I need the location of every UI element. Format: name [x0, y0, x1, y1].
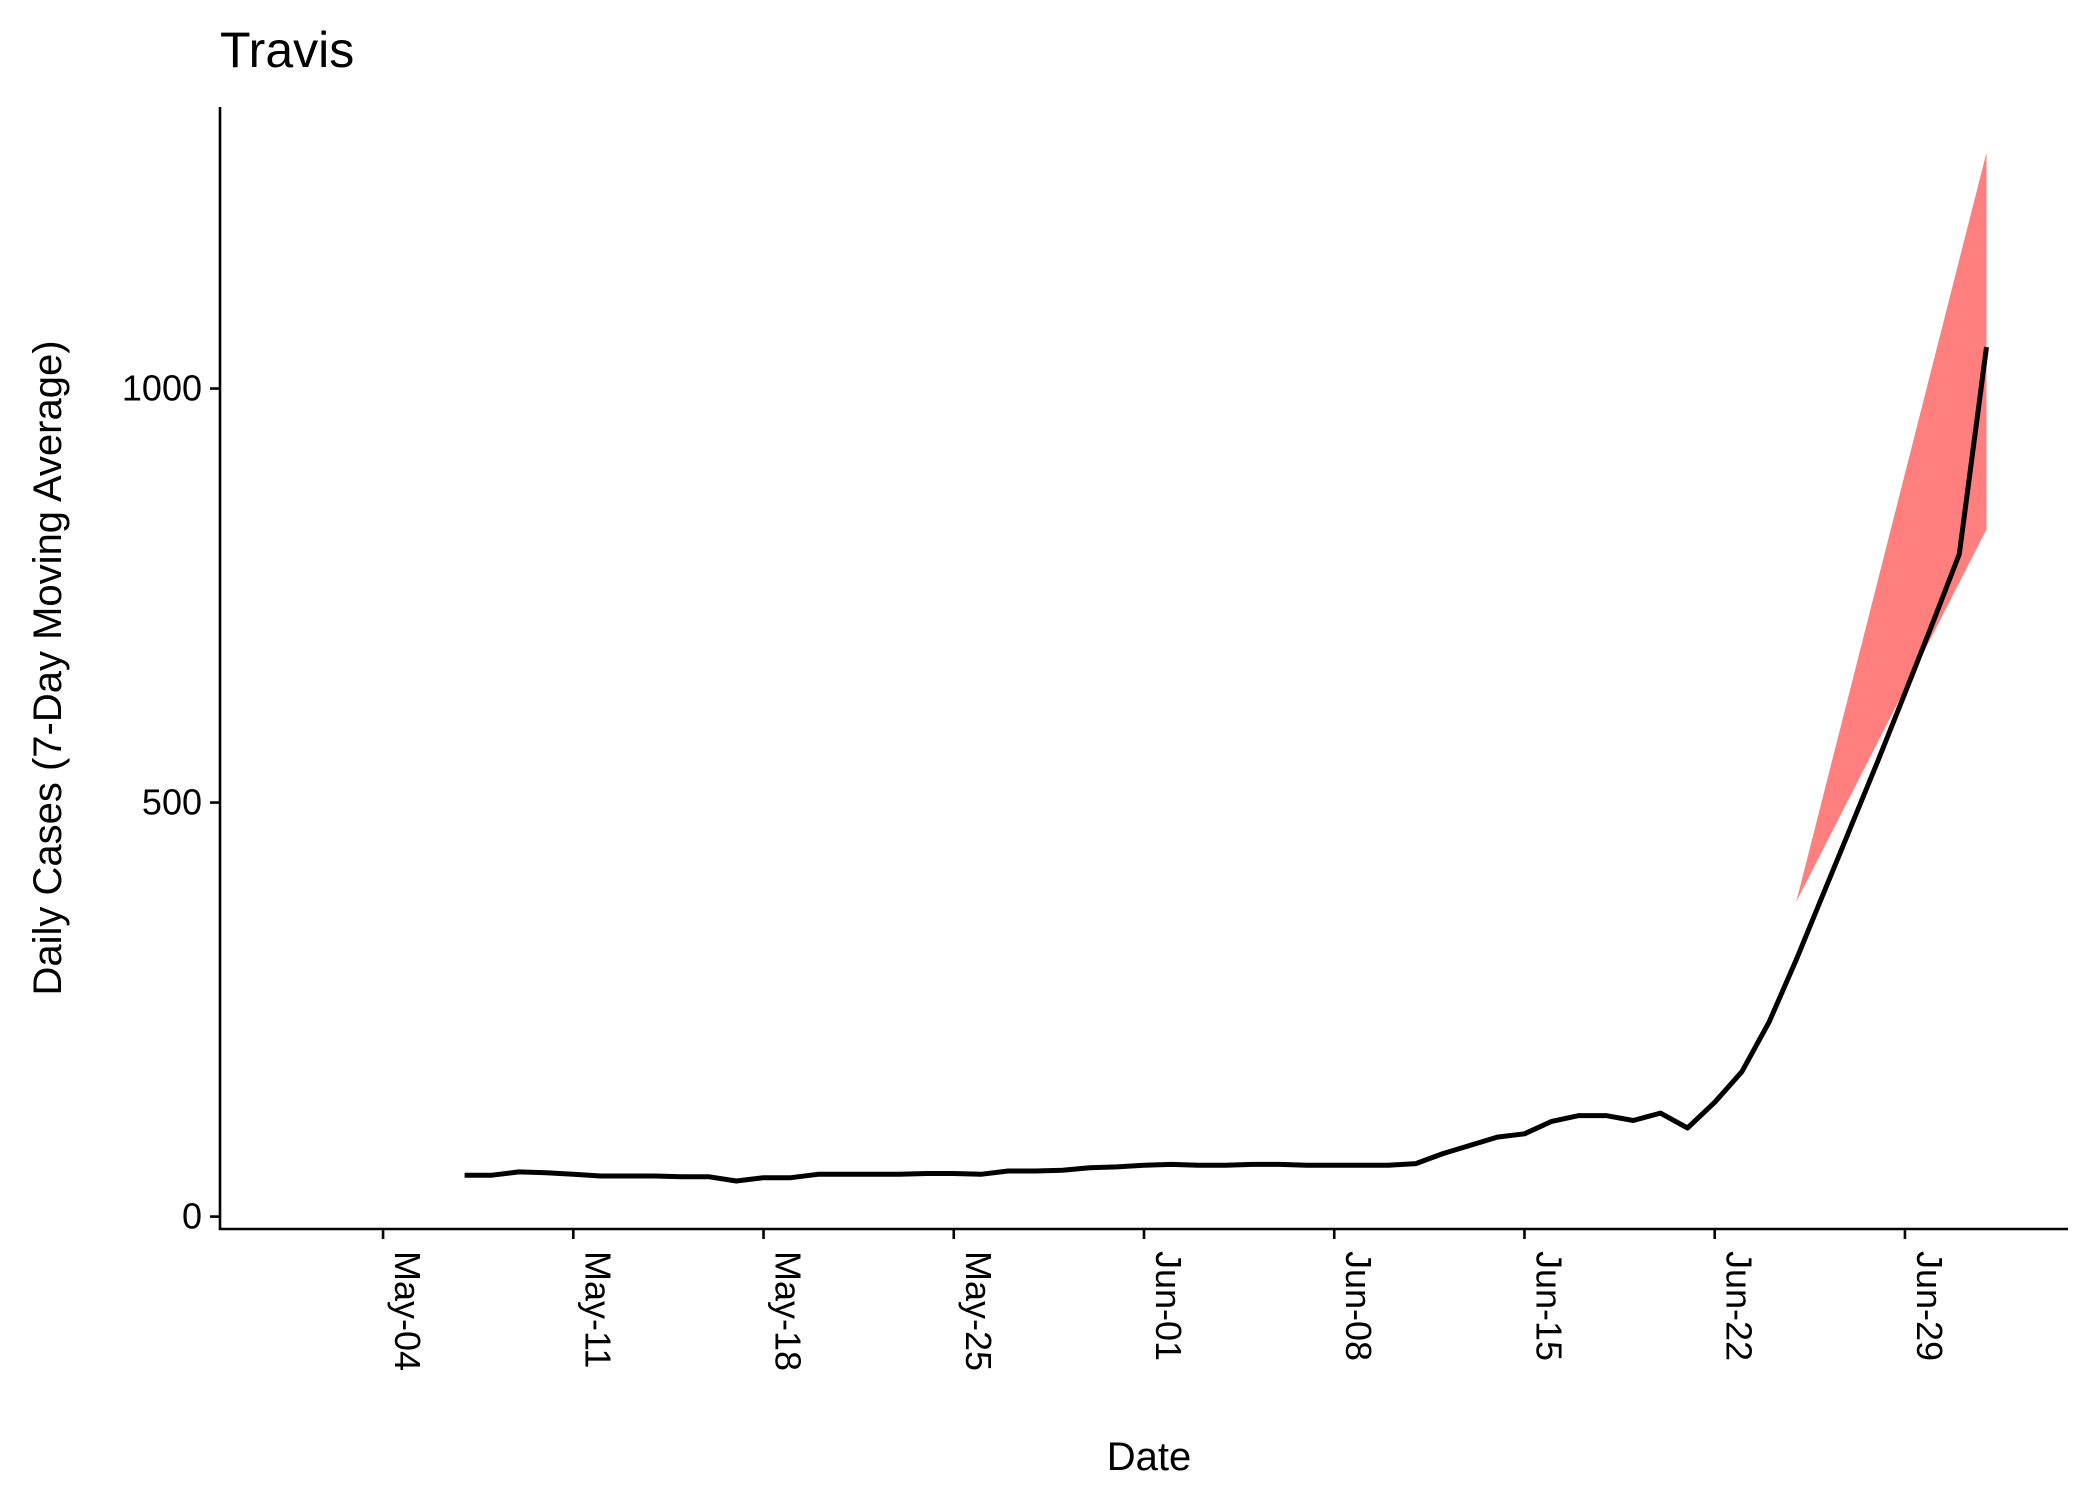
- plot-area: [464, 152, 1989, 1184]
- y-tick-label: 500: [142, 782, 202, 823]
- forecast-band: [1796, 152, 1987, 902]
- x-tick-label: May-25: [958, 1251, 999, 1371]
- series-line-layer: [464, 346, 1989, 1184]
- x-tick-label: Jun-15: [1529, 1251, 1570, 1361]
- y-tick-label: 0: [182, 1196, 202, 1237]
- x-tick-label: Jun-08: [1338, 1251, 1379, 1361]
- x-tick-label: Jun-22: [1719, 1251, 1760, 1361]
- x-tick-label: May-11: [577, 1251, 618, 1368]
- x-tick-label: May-18: [768, 1251, 809, 1371]
- x-tick-label: Jun-29: [1909, 1251, 1950, 1361]
- x-tick-label: Jun-01: [1148, 1251, 1189, 1361]
- series-line: [464, 346, 1989, 1184]
- chart-title: Travis: [220, 22, 354, 78]
- y-axis-ticks: 0 500 1000: [122, 368, 220, 1237]
- x-axis-ticks: May-04 May-11 May-18 May-25 Jun-01 Jun-08 Jun-…: [381, 1229, 1950, 1371]
- y-axis-title: Daily Cases (7-Day Moving Average): [26, 340, 70, 995]
- x-axis-title: Date: [1107, 1435, 1192, 1479]
- x-tick-label: May-04: [387, 1251, 428, 1371]
- forecast-band-layer: [1796, 152, 1987, 902]
- y-tick-label: 1000: [122, 368, 202, 409]
